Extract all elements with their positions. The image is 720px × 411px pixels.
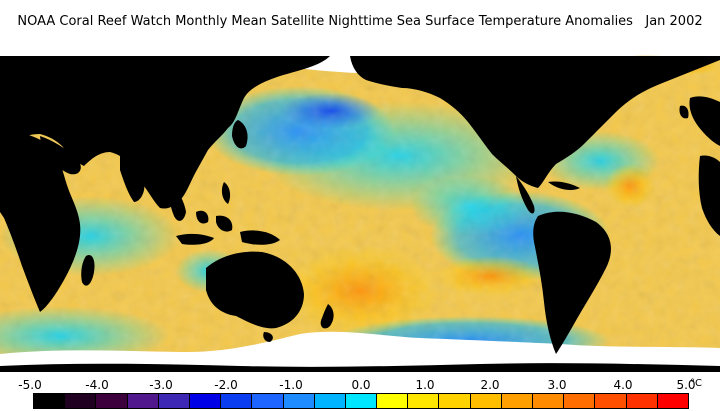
map-title: NOAA Coral Reef Watch Monthly Mean Satel…	[0, 14, 720, 29]
color-scale-swatch	[283, 394, 315, 408]
legend-tick-label: -4.0	[85, 378, 109, 392]
legend-tick-label: 2.0	[480, 378, 500, 392]
color-scale-swatch	[314, 394, 346, 408]
title-date: Jan 2002	[645, 14, 703, 29]
legend-tick-labels: -5.0 -4.0 -3.0 -2.0 -1.0 0.0 1.0 2.0 3.0…	[0, 378, 720, 394]
landmass-australia	[206, 251, 304, 329]
legend-tick-label: 1.0	[415, 378, 435, 392]
legend-unit: °C	[690, 378, 702, 389]
color-scale-swatch	[626, 394, 658, 408]
color-scale-swatch	[439, 394, 471, 408]
land-masses	[0, 56, 720, 372]
legend-tick-label: -2.0	[214, 378, 238, 392]
legend-tick-label: 3.0	[547, 378, 567, 392]
landmass-eurasia	[0, 56, 330, 209]
color-scale-swatch	[657, 394, 688, 408]
landmass-south-america	[533, 211, 611, 354]
legend-tick-label: -3.0	[149, 378, 173, 392]
landmass-antarctica	[0, 363, 720, 372]
color-scale-swatch	[221, 394, 253, 408]
legend-tick-label: -5.0	[18, 378, 42, 392]
color-scale-swatch	[501, 394, 533, 408]
sst-anomaly-map	[0, 36, 720, 372]
color-scale-swatch	[252, 394, 284, 408]
color-scale-swatch	[65, 394, 97, 408]
landmass-north-america	[350, 56, 720, 188]
title-text: NOAA Coral Reef Watch Monthly Mean Satel…	[17, 14, 633, 29]
color-scale-swatch	[595, 394, 627, 408]
legend-tick-label: 5.0	[676, 378, 696, 392]
color-scale-swatch	[345, 394, 378, 408]
color-scale-bar	[33, 393, 689, 409]
color-scale-swatch	[127, 394, 159, 408]
legend-tick-label: 0.0	[351, 378, 371, 392]
color-scale-swatch	[96, 394, 128, 408]
color-scale-swatch	[564, 394, 596, 408]
color-scale-swatch	[34, 394, 66, 408]
sea-ice	[0, 36, 720, 372]
legend-tick-label: 4.0	[613, 378, 633, 392]
color-scale-swatch	[377, 394, 409, 408]
legend-tick-label: -1.0	[279, 378, 303, 392]
color-scale-swatch	[408, 394, 440, 408]
color-scale-swatch	[470, 394, 502, 408]
color-scale-swatch	[533, 394, 565, 408]
color-scale-swatch	[158, 394, 190, 408]
color-scale-swatch	[189, 394, 222, 408]
